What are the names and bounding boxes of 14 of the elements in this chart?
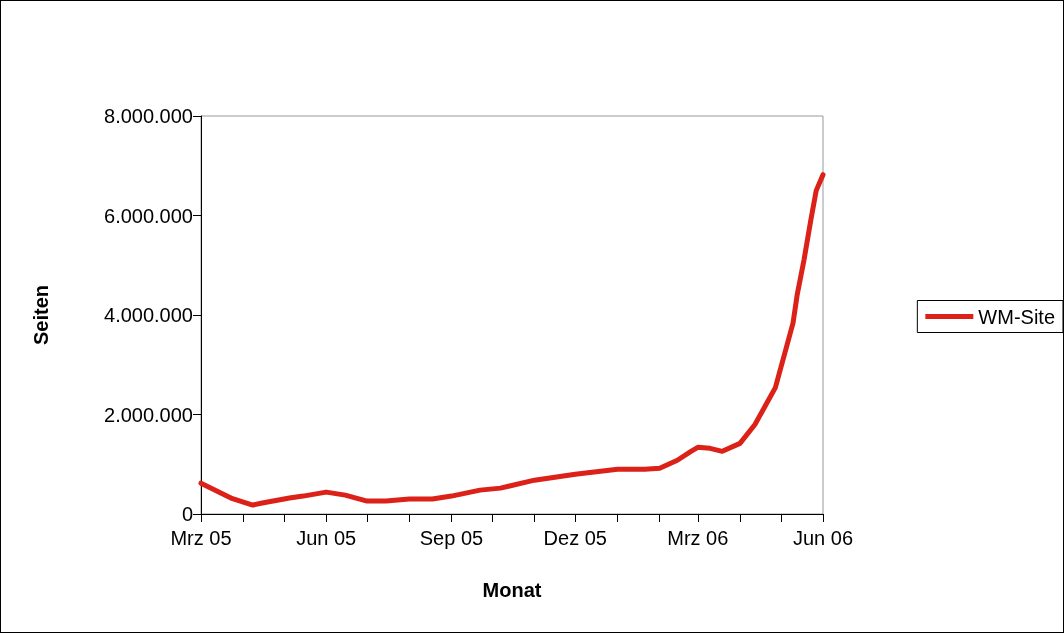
y-tick-label: 0 (181, 503, 193, 525)
y-tick-label: 4.000.000 (104, 304, 193, 326)
y-tick-label: 8.000.000 (104, 105, 193, 127)
y-tick-label: 2.000.000 (104, 403, 193, 426)
y-tick-label: 6.000.000 (104, 204, 193, 227)
x-tick-label: Mrz 06 (667, 527, 729, 549)
x-tick-label: Dez 05 (543, 527, 607, 549)
x-tick-label: Jun 06 (792, 527, 854, 549)
x-axis-title: Monat (482, 579, 542, 601)
x-tick-label: Sep 05 (419, 527, 484, 549)
y-axis-title: Seiten (30, 284, 52, 346)
x-tick-label: Jun 05 (296, 527, 357, 549)
x-tick-label: Mrz 05 (170, 527, 232, 549)
legend-label: WM-Site (978, 305, 1056, 328)
